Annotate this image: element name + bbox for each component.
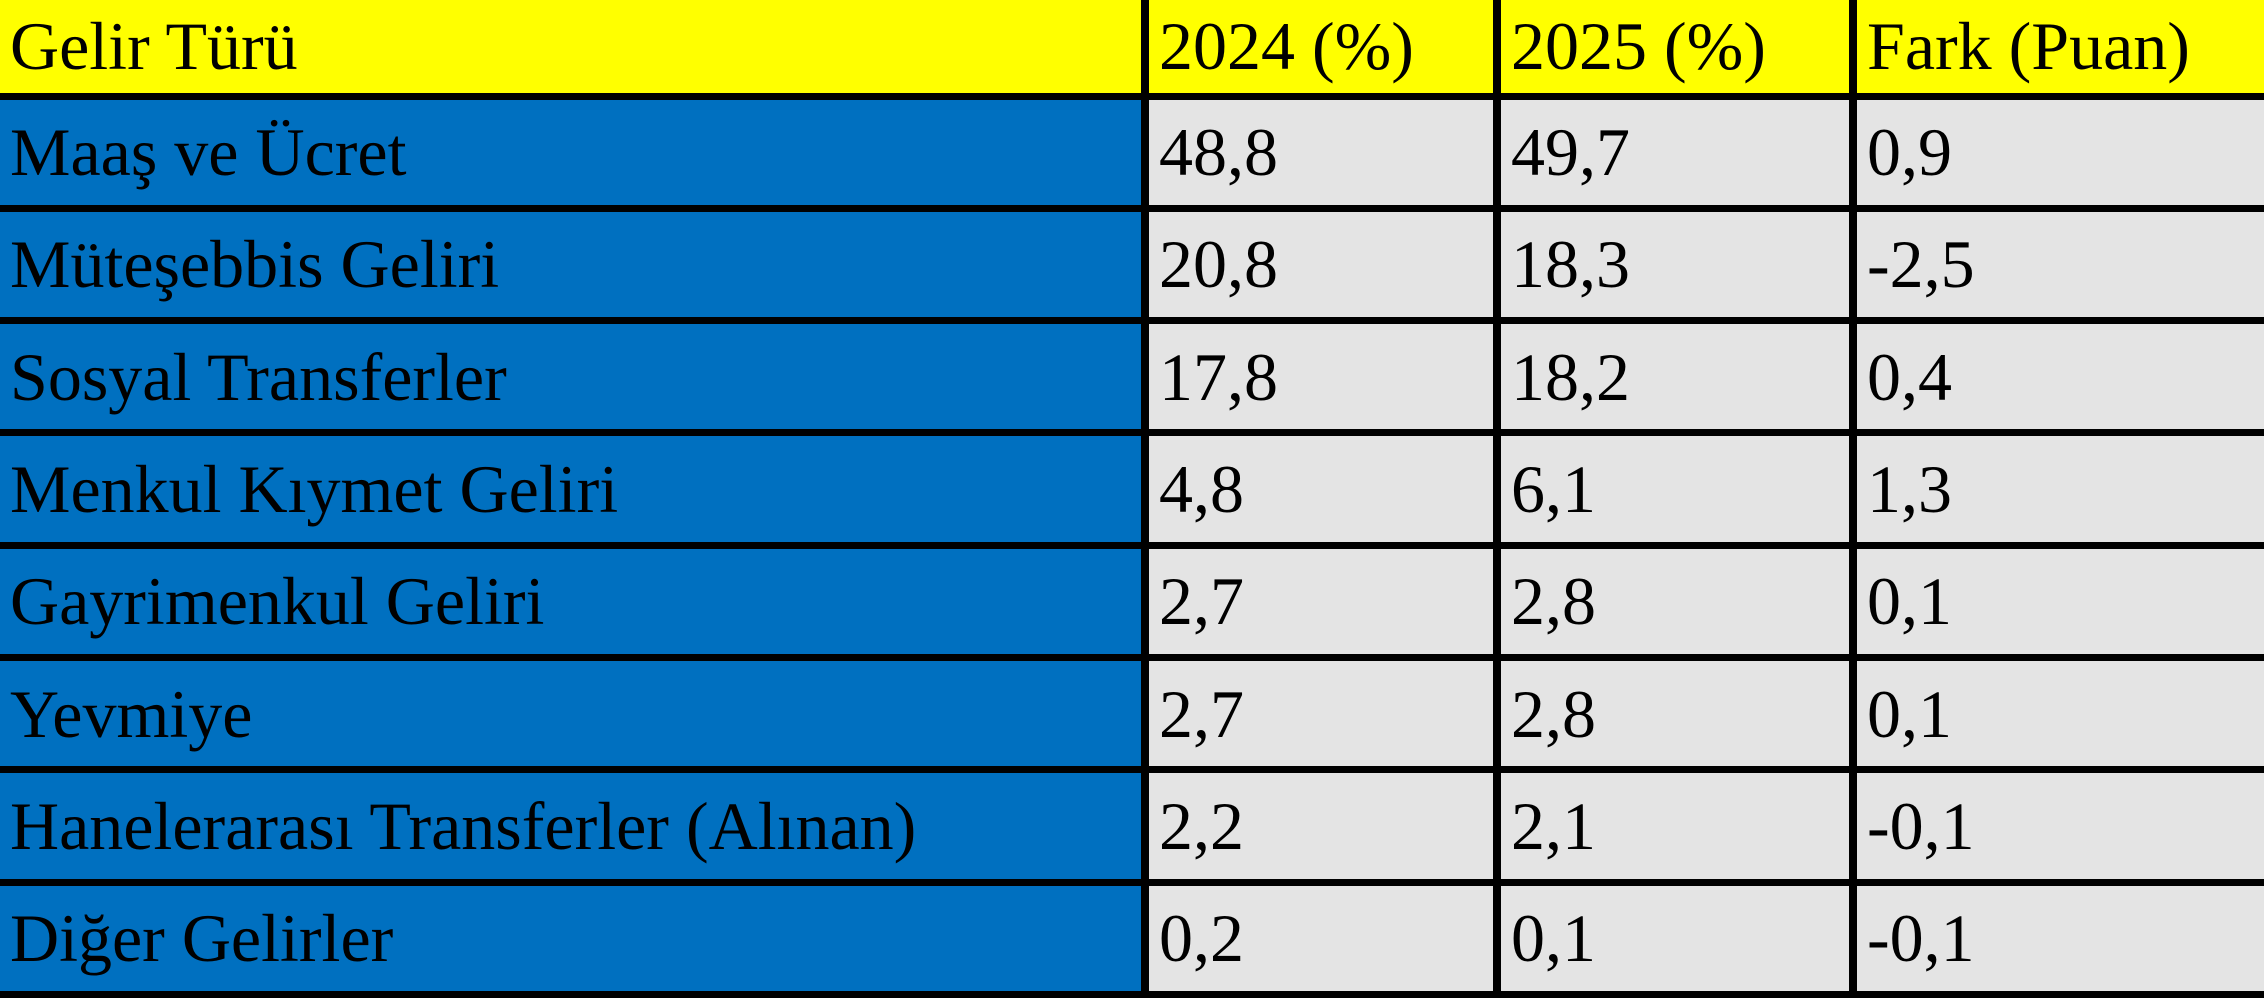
column-header-diff: Fark (Puan) (1853, 0, 2264, 100)
value-2024: 2,2 (1145, 769, 1501, 886)
row-label: Maaş ve Ücret (0, 96, 1149, 212)
column-header-income-type: Gelir Türü (0, 0, 1149, 100)
value-2025: 2,8 (1497, 657, 1857, 774)
table-header: Gelir Türü 2024 (%) 2025 (%) Fark (Puan) (0, 0, 2264, 100)
value-2025: 18,2 (1497, 320, 1857, 437)
table-row-diger-gelirler: Diğer Gelirler 0,2 0,1 -0,1 (0, 882, 2264, 999)
table-row-yevmiye: Yevmiye 2,7 2,8 0,1 (0, 657, 2264, 774)
table-row-maas-ve-ucret: Maaş ve Ücret 48,8 49,7 0,9 (0, 96, 2264, 212)
value-2025: 0,1 (1497, 882, 1857, 999)
table-row-hanelerarasi-transferler: Hanelerarası Transferler (Alınan) 2,2 2,… (0, 769, 2264, 886)
value-diff: -0,1 (1853, 882, 2264, 999)
value-diff: 0,1 (1853, 657, 2264, 774)
value-2024: 2,7 (1145, 545, 1501, 662)
table-body: Maaş ve Ücret 48,8 49,7 0,9 Müteşebbis G… (0, 96, 2264, 999)
row-label: Yevmiye (0, 657, 1149, 774)
value-2025: 49,7 (1497, 96, 1857, 212)
value-2024: 2,7 (1145, 657, 1501, 774)
value-2024: 4,8 (1145, 432, 1501, 549)
column-header-2025: 2025 (%) (1497, 0, 1857, 100)
column-header-2024: 2024 (%) (1145, 0, 1501, 100)
value-diff: -0,1 (1853, 769, 2264, 886)
row-label: Sosyal Transferler (0, 320, 1149, 437)
value-diff: 0,4 (1853, 320, 2264, 437)
value-2024: 20,8 (1145, 208, 1501, 325)
value-2025: 6,1 (1497, 432, 1857, 549)
value-diff: -2,5 (1853, 208, 2264, 325)
table-row-sosyal-transferler: Sosyal Transferler 17,8 18,2 0,4 (0, 320, 2264, 437)
row-label: Diğer Gelirler (0, 882, 1149, 999)
row-label: Menkul Kıymet Geliri (0, 432, 1149, 549)
value-2024: 48,8 (1145, 96, 1501, 212)
value-diff: 0,9 (1853, 96, 2264, 212)
header-row: Gelir Türü 2024 (%) 2025 (%) Fark (Puan) (0, 0, 2264, 100)
row-label: Gayrimenkul Geliri (0, 545, 1149, 662)
value-2024: 0,2 (1145, 882, 1501, 999)
value-2024: 17,8 (1145, 320, 1501, 437)
row-label: Hanelerarası Transferler (Alınan) (0, 769, 1149, 886)
table-row-gayrimenkul-geliri: Gayrimenkul Geliri 2,7 2,8 0,1 (0, 545, 2264, 662)
row-label: Müteşebbis Geliri (0, 208, 1149, 325)
table-row-mutesebbis-geliri: Müteşebbis Geliri 20,8 18,3 -2,5 (0, 208, 2264, 325)
value-diff: 1,3 (1853, 432, 2264, 549)
value-2025: 2,8 (1497, 545, 1857, 662)
value-diff: 0,1 (1853, 545, 2264, 662)
value-2025: 18,3 (1497, 208, 1857, 325)
value-2025: 2,1 (1497, 769, 1857, 886)
table-row-menkul-kiymet-geliri: Menkul Kıymet Geliri 4,8 6,1 1,3 (0, 432, 2264, 549)
